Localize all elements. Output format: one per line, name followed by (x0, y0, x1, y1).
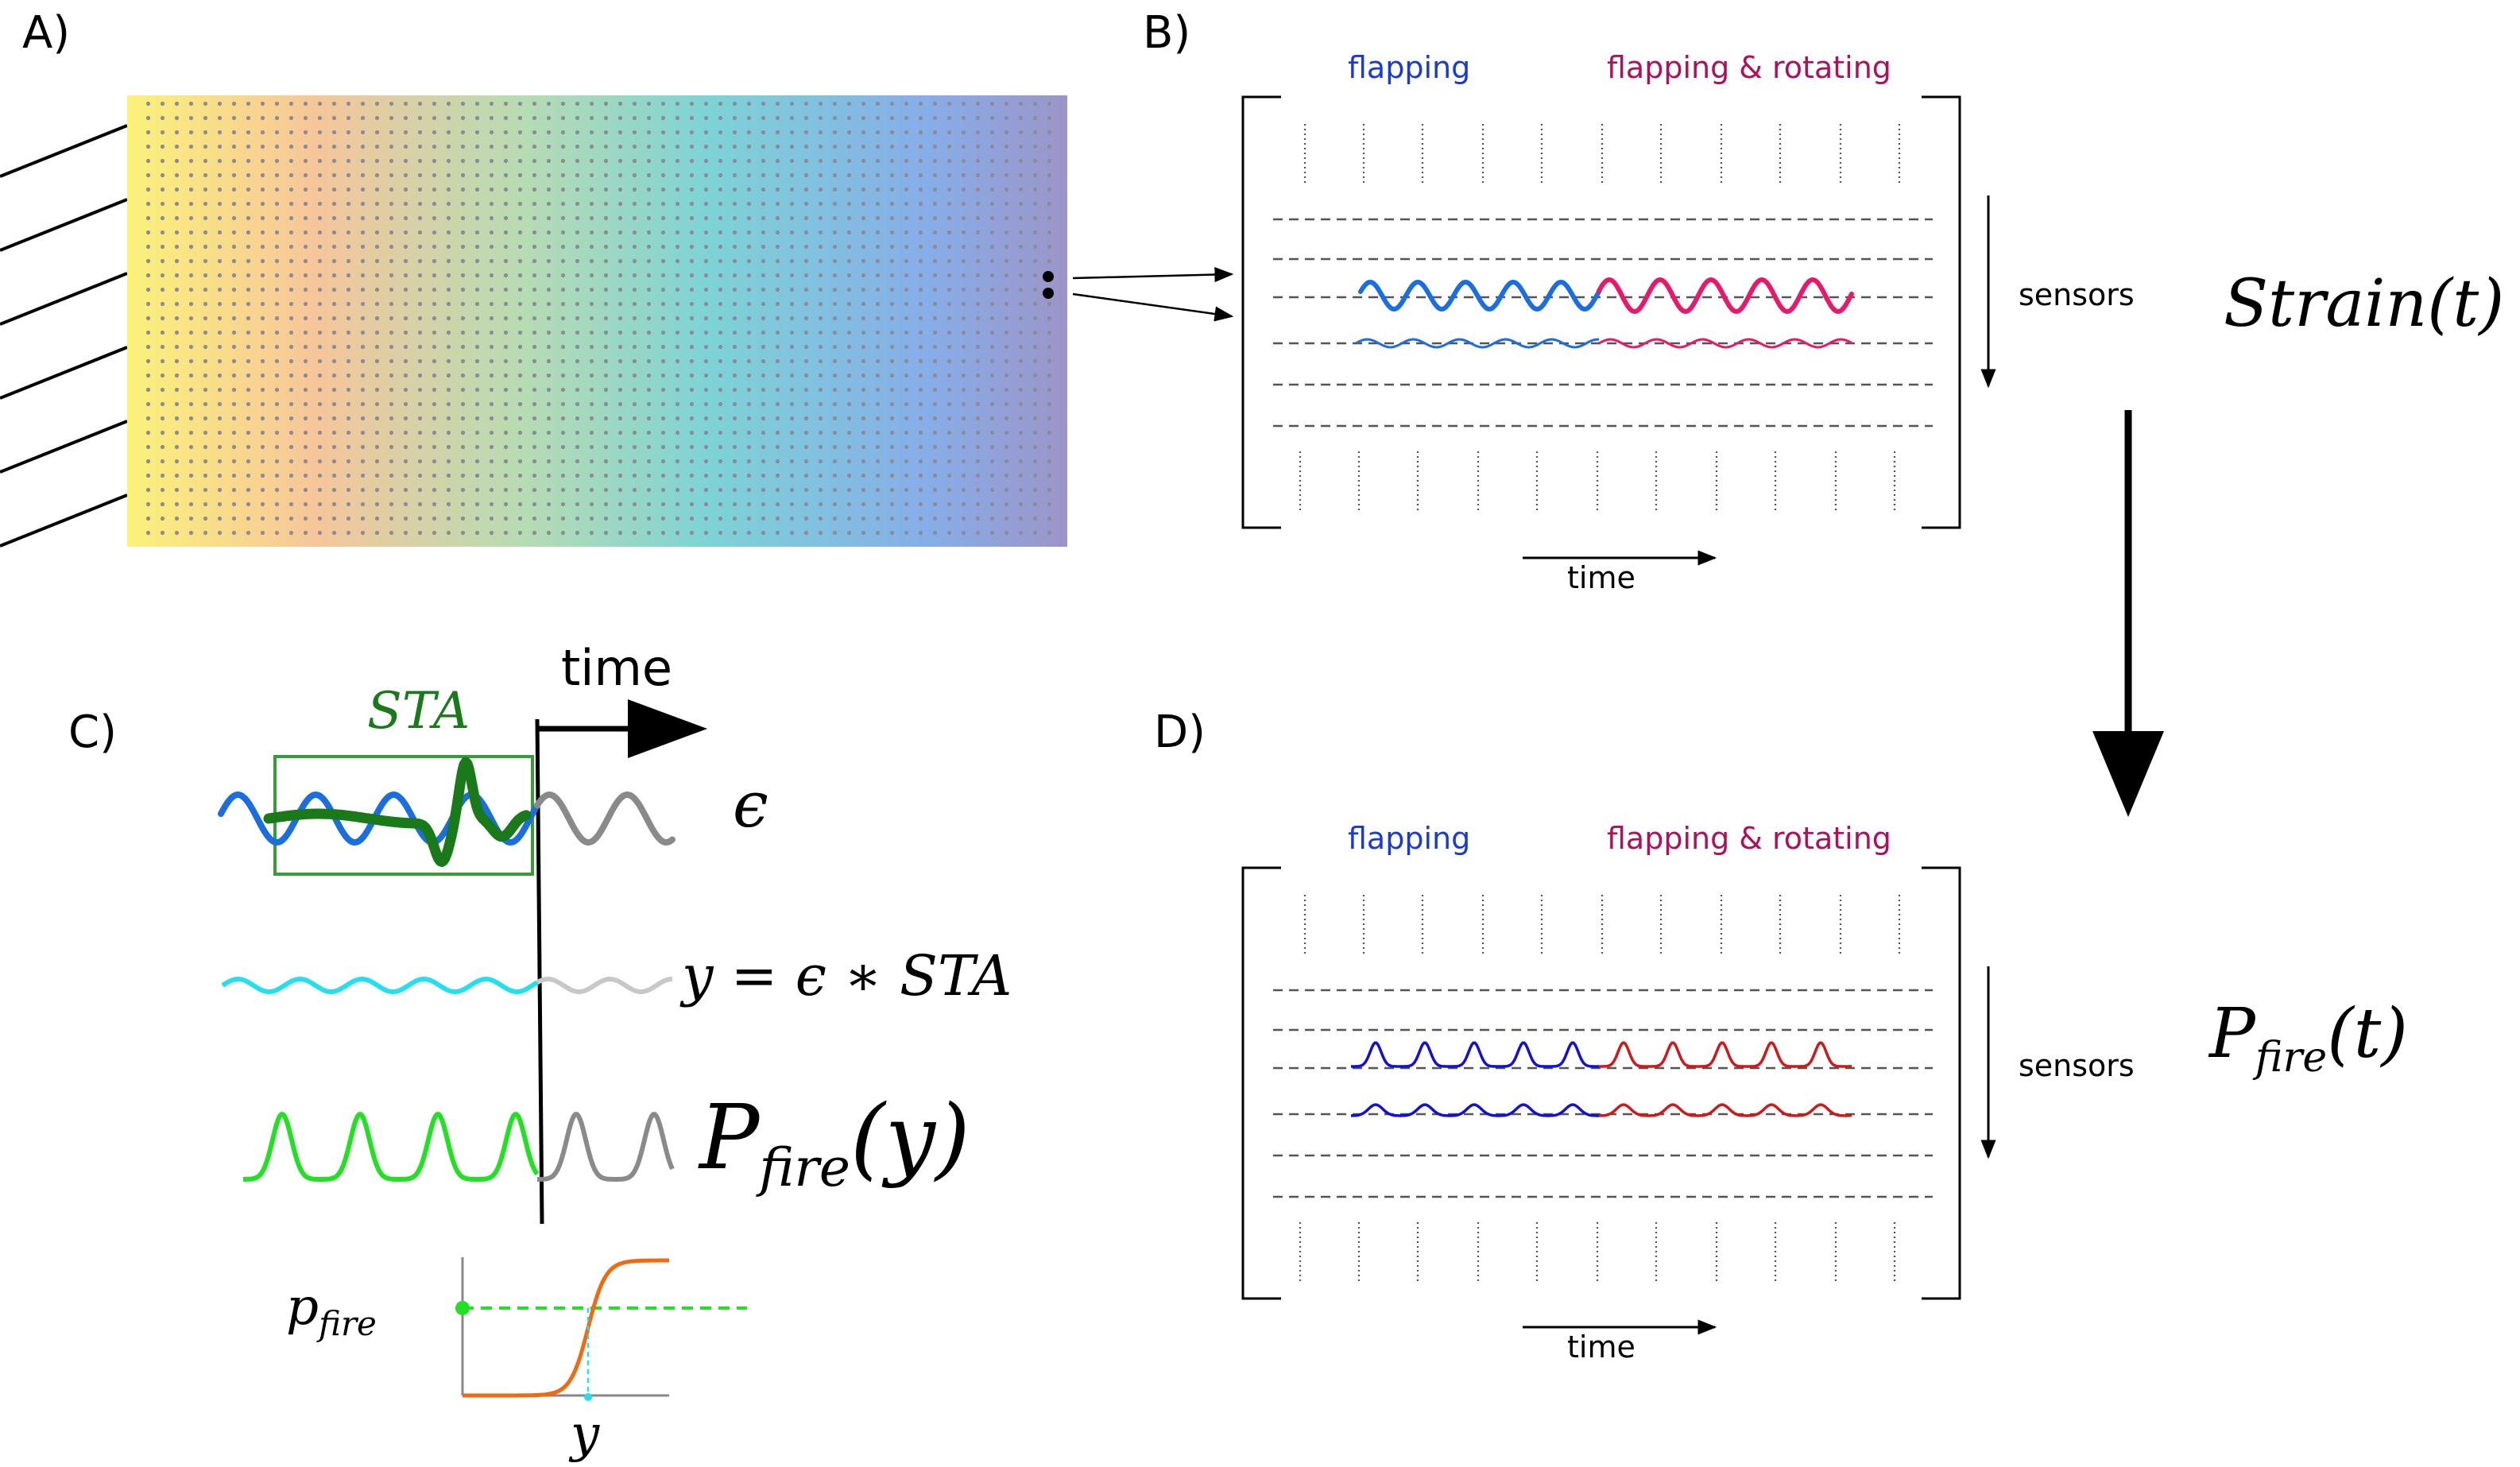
inset-sigmoid-curve (463, 1258, 669, 1398)
strain-input-signal (218, 791, 540, 846)
sensors-label: sensors (2019, 277, 2135, 312)
firing-probability-signals (1350, 1041, 1852, 1117)
sensor-arrow-1 (1072, 266, 1234, 283)
firing-probability-signal (243, 1112, 540, 1182)
firing-probability-future-signal (537, 1112, 675, 1182)
pfire-sensor1-flapping (1351, 1041, 1599, 1068)
strain-future-signal (534, 791, 675, 846)
panel-a: A) (0, 7, 1234, 548)
time-label-d: time (1567, 1330, 1635, 1364)
inset-y-dot (584, 1393, 592, 1401)
filtered-signal (221, 976, 539, 995)
time-label-c: time (561, 639, 672, 697)
legend-flapping: flapping (1348, 50, 1470, 85)
panel-b-label: B) (1143, 7, 1190, 59)
panel-b: B) flapping flapping & rotating sensors … (1143, 7, 2504, 595)
sensors-label-d: sensors (2019, 1048, 2135, 1083)
current-time-line (535, 718, 544, 1225)
panel-c-label: C) (68, 706, 117, 758)
strain-formula: Strain(t) (2224, 266, 2504, 342)
sensor-grid (146, 102, 1060, 544)
matrix-row-dashes (1273, 218, 1933, 428)
matrix-column-dots-bottom-d (1299, 1222, 1896, 1281)
inset-pfire-label: pfire (286, 1278, 377, 1343)
wing-clamp-lines (0, 124, 128, 548)
sensor-arrow-2 (1072, 292, 1234, 322)
inset-pfire-dot (455, 1301, 470, 1315)
panel-a-label: A) (22, 7, 70, 59)
legend-flapping-d: flapping (1348, 821, 1470, 856)
pfire-sensor2-flapping-rotating (1598, 1103, 1852, 1117)
nonlinearity-inset: pfire y (286, 1257, 747, 1464)
pfire-sensor2-flapping (1350, 1103, 1600, 1117)
sta-kernel-curve (263, 757, 532, 867)
legend-flapping-rotating-d: flapping & rotating (1607, 821, 1891, 856)
matrix-column-dots-bottom (1299, 451, 1896, 510)
panel-d: D) flapping flapping & rotating sensors … (1154, 706, 2408, 1364)
strain-signals (1355, 277, 1854, 349)
epsilon-label: ϵ (733, 768, 768, 842)
inset-y-label: y (568, 1405, 600, 1464)
strain-signal-sensor1-flapping (1358, 279, 1601, 312)
time-arrow-c-head (628, 699, 707, 758)
panel-d-label: D) (1154, 706, 1206, 758)
b-to-d-arrow (2092, 410, 2164, 817)
selected-sensor-2 (1043, 288, 1054, 299)
matrix-bracket-right (1922, 95, 1961, 529)
legend-flapping-rotating: flapping & rotating (1607, 50, 1891, 85)
strain-signal-sensor2-flapping (1355, 338, 1600, 349)
pfire-sensor1-flapping-rotating (1599, 1041, 1852, 1068)
panel-c: C) time STA ϵ y = ϵ ∗ STA Pfire(y) pfire… (68, 639, 1012, 1464)
matrix-bracket-right-d (1922, 866, 1961, 1300)
matrix-column-dots-top-d (1303, 895, 1901, 954)
strain-signal-sensor1-flapping-rotating (1597, 277, 1854, 314)
filtered-future-signal (536, 976, 673, 995)
strain-signal-sensor2-flapping-rotating (1598, 338, 1852, 349)
sta-label: STA (367, 682, 470, 741)
convolution-label: y = ϵ ∗ STA (679, 943, 1012, 1008)
matrix-column-dots-top (1303, 124, 1901, 183)
pfire-y-label: Pfire(y) (698, 1086, 970, 1198)
time-label: time (1567, 560, 1635, 595)
selected-sensor-1 (1043, 271, 1054, 282)
matrix-bracket-left (1241, 95, 1281, 529)
pfire-formula: Pfire(t) (2208, 994, 2408, 1082)
matrix-row-dashes-d (1273, 989, 1933, 1198)
matrix-bracket-left-d (1241, 866, 1281, 1300)
